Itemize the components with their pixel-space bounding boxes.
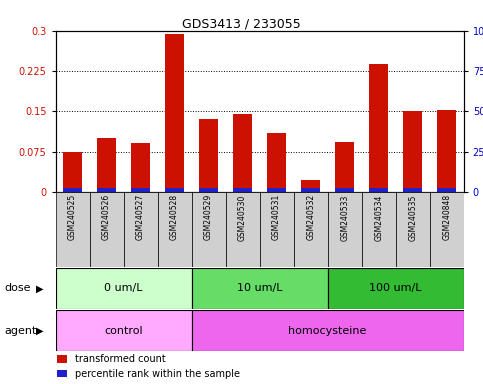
Bar <box>403 188 422 192</box>
Bar <box>199 188 218 192</box>
FancyBboxPatch shape <box>192 268 327 309</box>
Text: agent: agent <box>5 326 37 336</box>
Text: GSM240534: GSM240534 <box>374 194 383 241</box>
Bar <box>437 110 456 192</box>
FancyBboxPatch shape <box>327 192 362 267</box>
Text: GSM240529: GSM240529 <box>204 194 213 240</box>
Bar <box>233 114 252 192</box>
Text: GSM240531: GSM240531 <box>272 194 281 240</box>
Bar <box>335 142 354 192</box>
Bar <box>267 188 286 192</box>
FancyBboxPatch shape <box>226 192 260 267</box>
Bar <box>437 188 456 192</box>
FancyBboxPatch shape <box>56 268 192 309</box>
FancyBboxPatch shape <box>56 310 192 351</box>
FancyBboxPatch shape <box>260 192 294 267</box>
Text: control: control <box>104 326 143 336</box>
Bar <box>403 111 422 192</box>
Text: GSM240525: GSM240525 <box>68 194 77 240</box>
FancyBboxPatch shape <box>362 192 396 267</box>
Bar <box>369 188 388 192</box>
Bar <box>335 188 354 192</box>
Text: GSM240526: GSM240526 <box>102 194 111 240</box>
Text: GSM240527: GSM240527 <box>136 194 145 240</box>
Bar <box>301 180 320 192</box>
Bar <box>199 119 218 192</box>
Bar <box>131 142 150 192</box>
Text: GSM240528: GSM240528 <box>170 194 179 240</box>
Text: homocysteine: homocysteine <box>288 326 367 336</box>
Text: GSM240532: GSM240532 <box>306 194 315 240</box>
Text: ▶: ▶ <box>36 326 44 336</box>
Bar <box>131 188 150 192</box>
Bar <box>97 188 116 192</box>
FancyBboxPatch shape <box>327 268 464 309</box>
Legend: transformed count, percentile rank within the sample: transformed count, percentile rank withi… <box>53 350 243 383</box>
Bar <box>301 188 320 192</box>
Bar <box>369 64 388 192</box>
Bar <box>63 152 82 192</box>
Text: GDS3413 / 233055: GDS3413 / 233055 <box>182 17 301 30</box>
Text: GSM240530: GSM240530 <box>238 194 247 241</box>
Bar <box>233 188 252 192</box>
FancyBboxPatch shape <box>89 192 124 267</box>
FancyBboxPatch shape <box>396 192 430 267</box>
Text: 0 um/L: 0 um/L <box>104 283 143 293</box>
Text: GSM240535: GSM240535 <box>408 194 417 241</box>
FancyBboxPatch shape <box>192 310 464 351</box>
Text: 100 um/L: 100 um/L <box>369 283 422 293</box>
Bar <box>165 35 184 192</box>
FancyBboxPatch shape <box>192 192 226 267</box>
Text: GSM240533: GSM240533 <box>340 194 349 241</box>
Text: dose: dose <box>5 283 31 293</box>
Bar <box>63 188 82 192</box>
FancyBboxPatch shape <box>157 192 192 267</box>
FancyBboxPatch shape <box>124 192 157 267</box>
Bar <box>267 133 286 192</box>
Text: GSM240848: GSM240848 <box>442 194 451 240</box>
Bar <box>97 138 116 192</box>
FancyBboxPatch shape <box>294 192 327 267</box>
Text: ▶: ▶ <box>36 283 44 293</box>
Text: 10 um/L: 10 um/L <box>237 283 283 293</box>
FancyBboxPatch shape <box>430 192 464 267</box>
FancyBboxPatch shape <box>56 192 89 267</box>
Bar <box>165 188 184 192</box>
